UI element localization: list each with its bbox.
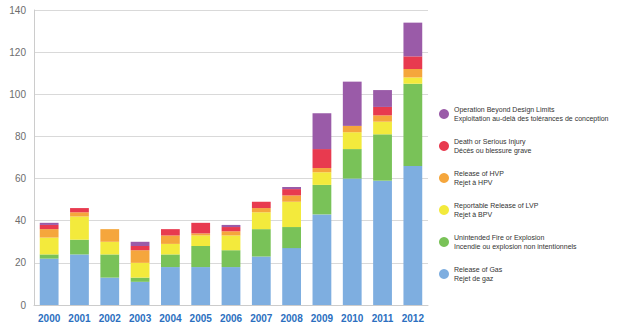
svg-text:Release of HVP: Release of HVP — [454, 170, 504, 177]
svg-text:140: 140 — [9, 5, 26, 16]
svg-text:120: 120 — [9, 47, 26, 58]
svg-text:2008: 2008 — [280, 313, 303, 324]
svg-text:2011: 2011 — [372, 313, 394, 324]
svg-text:Release of Gas: Release of Gas — [454, 266, 503, 273]
svg-text:Death or Serious Injury: Death or Serious Injury — [454, 138, 526, 146]
svg-text:Reportable Release of LVP: Reportable Release of LVP — [454, 202, 539, 210]
svg-text:100: 100 — [9, 89, 26, 100]
svg-text:2010: 2010 — [341, 313, 364, 324]
svg-text:Exploitation au-delà des tolér: Exploitation au-delà des tolérances de c… — [454, 115, 609, 123]
svg-text:Incendie ou explosion non inte: Incendie ou explosion non intentionnels — [454, 243, 577, 251]
svg-text:Rejet à BPV: Rejet à BPV — [454, 211, 492, 219]
svg-text:2007: 2007 — [250, 313, 273, 324]
svg-text:20: 20 — [15, 257, 27, 268]
svg-text:40: 40 — [15, 215, 27, 226]
svg-text:2003: 2003 — [129, 313, 152, 324]
svg-text:60: 60 — [15, 173, 27, 184]
svg-text:2009: 2009 — [311, 313, 334, 324]
svg-text:2000: 2000 — [38, 313, 61, 324]
svg-text:Operation Beyond Design Limits: Operation Beyond Design Limits — [454, 106, 555, 114]
svg-text:Décès ou blessure grave: Décès ou blessure grave — [454, 147, 532, 155]
svg-text:Rejet de gaz: Rejet de gaz — [454, 275, 494, 283]
svg-text:2005: 2005 — [190, 313, 213, 324]
svg-text:2012: 2012 — [402, 313, 425, 324]
svg-text:80: 80 — [15, 131, 27, 142]
svg-text:2002: 2002 — [99, 313, 122, 324]
svg-text:0: 0 — [20, 300, 26, 311]
svg-text:Unintended Fire or Explosion: Unintended Fire or Explosion — [454, 234, 544, 242]
svg-text:2006: 2006 — [220, 313, 243, 324]
svg-text:Rejet à HPV: Rejet à HPV — [454, 179, 493, 187]
svg-text:2001: 2001 — [68, 313, 91, 324]
svg-text:2004: 2004 — [159, 313, 182, 324]
